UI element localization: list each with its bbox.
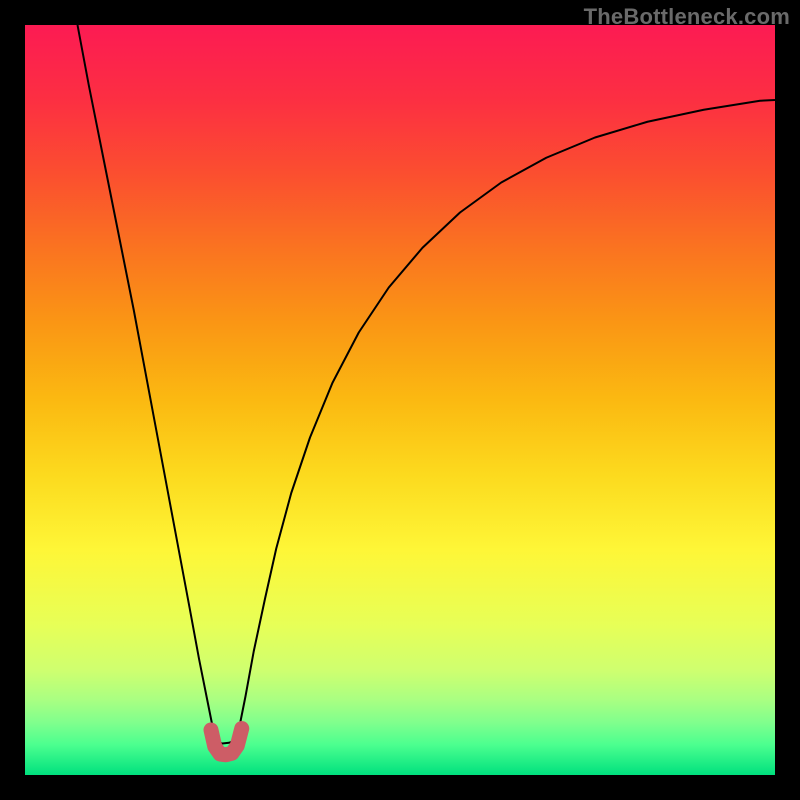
plot-area [25, 25, 775, 775]
plot-svg [25, 25, 775, 775]
gradient-background [25, 25, 775, 775]
chart-canvas: TheBottleneck.com [0, 0, 800, 800]
